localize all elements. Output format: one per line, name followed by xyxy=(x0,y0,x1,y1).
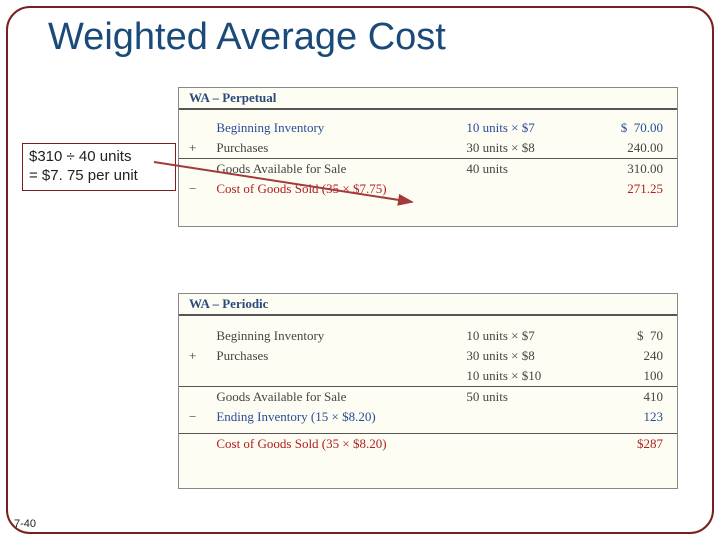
cell-amt: 410 xyxy=(566,387,677,408)
cell-amt: $ 70.00 xyxy=(566,118,677,138)
cell-lbl: Beginning Inventory xyxy=(206,118,456,138)
cell-amt: 310.00 xyxy=(566,159,677,180)
callout-line: = $7. 75 per unit xyxy=(29,167,169,186)
cell-mid: 30 units × $8 xyxy=(456,346,566,366)
callout-calc: $310 ÷ 40 units = $7. 75 per unit xyxy=(22,143,176,191)
cell-mid: 10 units × $7 xyxy=(456,326,566,346)
panel-periodic-table: Beginning Inventory 10 units × $7 $ 70 +… xyxy=(179,316,677,454)
cell-op: + xyxy=(179,138,206,159)
page-title: Weighted Average Cost xyxy=(48,16,446,59)
slide-number: 7-40 xyxy=(14,518,36,530)
cell-op xyxy=(179,159,206,180)
cell-mid: 50 units xyxy=(456,387,566,408)
cell-amt: 271.25 xyxy=(566,179,677,199)
cell-lbl: Purchases xyxy=(206,346,456,366)
cell-op xyxy=(179,118,206,138)
panel-perpetual: WA – Perpetual Beginning Inventory 10 un… xyxy=(178,87,678,227)
cell-lbl: Beginning Inventory xyxy=(206,326,456,346)
cell-mid: 40 units xyxy=(456,159,566,180)
cell-amt: 240 xyxy=(566,346,677,366)
cell-lbl: Cost of Goods Sold (35 × $8.20) xyxy=(206,433,456,454)
cell-mid: 10 units × $7 xyxy=(456,118,566,138)
cell-op xyxy=(179,433,206,454)
cell-op: − xyxy=(179,407,206,427)
cell-amt: 100 xyxy=(566,366,677,387)
cell-amt: $287 xyxy=(566,433,677,454)
cell-lbl: Ending Inventory (15 × $8.20) xyxy=(206,407,456,427)
cell-op: + xyxy=(179,346,206,366)
panel-periodic: WA – Periodic Beginning Inventory 10 uni… xyxy=(178,293,678,489)
cell-mid xyxy=(456,179,566,199)
cell-mid xyxy=(456,407,566,427)
cell-lbl: Purchases xyxy=(206,138,456,159)
cell-op xyxy=(179,387,206,408)
cell-lbl: Goods Available for Sale xyxy=(206,387,456,408)
cell-lbl: Goods Available for Sale xyxy=(206,159,456,180)
cell-op: − xyxy=(179,179,206,199)
panel-perpetual-header: WA – Perpetual xyxy=(179,88,677,110)
cell-mid xyxy=(456,433,566,454)
cell-amt: $ 70 xyxy=(566,326,677,346)
cell-amt: 240.00 xyxy=(566,138,677,159)
cell-op xyxy=(179,326,206,346)
callout-line: $310 ÷ 40 units xyxy=(29,148,169,167)
cell-mid: 30 units × $8 xyxy=(456,138,566,159)
cell-mid: 10 units × $10 xyxy=(456,366,566,387)
panel-perpetual-table: Beginning Inventory 10 units × $7 $ 70.0… xyxy=(179,110,677,199)
cell-op xyxy=(179,366,206,387)
cell-lbl xyxy=(206,366,456,387)
panel-periodic-header: WA – Periodic xyxy=(179,294,677,316)
cell-amt: 123 xyxy=(566,407,677,427)
cell-lbl: Cost of Goods Sold (35 × $7.75) xyxy=(206,179,456,199)
